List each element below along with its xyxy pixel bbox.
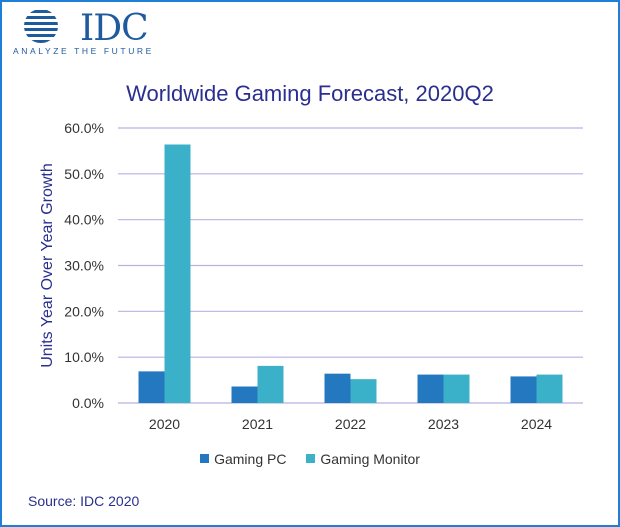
legend-item-gaming-monitor: Gaming Monitor (306, 451, 420, 467)
bar-gaming-monitor (257, 365, 284, 403)
x-tick-label: 2020 (149, 416, 180, 432)
chart-legend: Gaming PC Gaming Monitor (0, 450, 620, 467)
chart-title: Worldwide Gaming Forecast, 2020Q2 (126, 81, 494, 106)
x-tick-label: 2023 (428, 416, 459, 432)
logo-tagline: ANALYZE THE FUTURE (13, 46, 154, 56)
legend-swatch-gaming-monitor (306, 454, 316, 463)
bar-gaming-pc (231, 386, 258, 403)
bar-chart: 0.0% 10.0% 20.0% 30.0% 40.0% 50.0% 60.0% Units … (39, 120, 583, 432)
bar-gaming-pc (138, 371, 165, 403)
idc-logo: IDC ANALYZE THE FUTURE (10, 8, 151, 58)
globe-icon (24, 10, 58, 43)
bar-gaming-pc (417, 374, 444, 403)
x-tick-label: 2021 (242, 416, 273, 432)
legend-item-gaming-pc: Gaming PC (200, 451, 286, 467)
y-tick-label: 40.0% (64, 212, 104, 228)
x-tick-label: 2024 (521, 416, 552, 432)
y-tick-label: 50.0% (64, 166, 104, 182)
legend-swatch-gaming-pc (200, 454, 210, 463)
y-axis-label: Units Year Over Year Growth (39, 163, 56, 368)
y-tick-label: 10.0% (64, 349, 104, 365)
bar-gaming-monitor (443, 374, 470, 403)
y-tick-label: 0.0% (72, 395, 104, 411)
bar-gaming-monitor (350, 379, 377, 403)
logo-wordmark: IDC (80, 8, 149, 49)
y-tick-label: 30.0% (64, 258, 104, 274)
source-note: Source: IDC 2020 (28, 493, 140, 509)
bar-gaming-pc (324, 373, 351, 403)
bar-gaming-monitor (164, 144, 191, 403)
legend-label-gaming-monitor: Gaming Monitor (320, 450, 420, 467)
bar-gaming-pc (510, 376, 537, 403)
bar-gaming-monitor (536, 374, 563, 403)
x-tick-label: 2022 (335, 416, 366, 432)
legend-label-gaming-pc: Gaming PC (214, 450, 287, 467)
y-tick-label: 60.0% (64, 120, 104, 136)
y-tick-label: 20.0% (64, 303, 104, 319)
